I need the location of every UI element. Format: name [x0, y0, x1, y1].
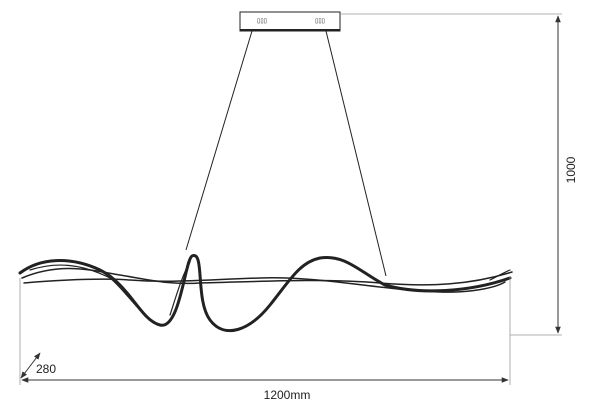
height-label: 1000 — [564, 156, 578, 183]
svg-text:▯▯▯: ▯▯▯ — [257, 19, 267, 25]
wires — [185, 30, 387, 277]
svg-text:▯▯▯: ▯▯▯ — [315, 19, 325, 25]
height-dimension: 1000 — [340, 13, 578, 336]
depth-label: 280 — [36, 362, 56, 376]
canopy: ▯▯▯ ▯▯▯ — [239, 11, 341, 32]
width-dimension: 1200mm — [19, 276, 511, 402]
width-label: 1200mm — [264, 388, 311, 402]
depth-dimension: 280 — [20, 352, 56, 379]
lamp-ribbon — [18, 254, 513, 333]
